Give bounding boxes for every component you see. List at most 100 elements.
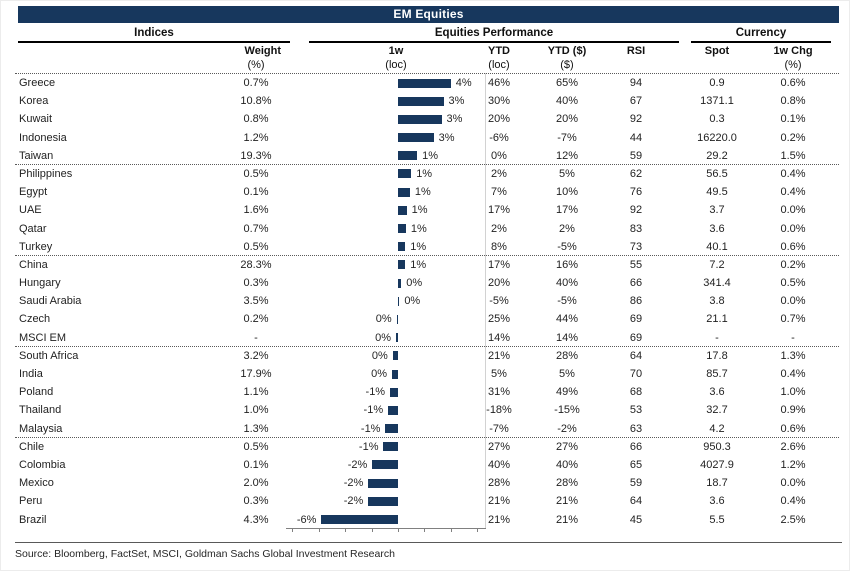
column-subheader-1w-loc: (loc) bbox=[385, 59, 407, 71]
row-ytd-usd-value: 5% bbox=[559, 167, 575, 180]
row-country-name: Philippines bbox=[19, 167, 73, 180]
1w-bar bbox=[398, 205, 407, 215]
1w-bar-label: 0% bbox=[404, 295, 421, 308]
row-weight-value: 0.1% bbox=[243, 186, 269, 199]
table-row: China 28.3% 1% 17% 16% 55 7.2 0.2% bbox=[15, 256, 839, 274]
1w-bar-cell: -1% bbox=[286, 383, 485, 401]
row-weight-value: 0.1% bbox=[243, 458, 269, 471]
1w-bar-cell: -2% bbox=[286, 474, 485, 492]
row-spot-value: 3.8 bbox=[709, 295, 725, 308]
row-ytd-loc-value: 20% bbox=[487, 113, 511, 126]
1w-bar-label: 0% bbox=[371, 368, 388, 380]
row-ytd-usd-value: -2% bbox=[557, 422, 577, 435]
row-ytd-usd-value: 2% bbox=[559, 222, 575, 235]
row-rsi-value: 69 bbox=[629, 331, 643, 344]
1w-bar-cell: 0% bbox=[286, 347, 485, 365]
1w-bar-cell: 1% bbox=[286, 256, 485, 274]
row-ytd-usd-value: 5% bbox=[559, 368, 575, 380]
1w-bar-cell: -2% bbox=[286, 492, 485, 510]
row-country-name: Korea bbox=[19, 95, 49, 108]
row-weight-value: 0.3% bbox=[243, 495, 269, 508]
row-ytd-loc-value: 7% bbox=[491, 186, 507, 199]
row-1w-chg-value: 0.9% bbox=[780, 404, 806, 417]
row-rsi-value: 68 bbox=[629, 386, 643, 399]
table-row: Poland 1.1% -1% 31% 49% 68 3.6 1.0% bbox=[15, 383, 839, 401]
table-row: MSCI EM - 0% 14% 14% 69 - - bbox=[15, 329, 839, 348]
table-row: Czech 0.2% 0% 25% 44% 69 21.1 0.7% bbox=[15, 310, 839, 328]
1w-bar bbox=[398, 242, 406, 252]
source-note: Source: Bloomberg, FactSet, MSCI, Goldma… bbox=[15, 548, 395, 560]
group-header-indices: Indices bbox=[134, 27, 174, 39]
row-ytd-loc-value: -7% bbox=[489, 422, 509, 435]
row-1w-chg-value: 0.4% bbox=[780, 167, 806, 180]
row-1w-chg-value: 0.7% bbox=[780, 313, 806, 326]
row-ytd-usd-value: -15% bbox=[554, 404, 580, 417]
1w-bar bbox=[383, 442, 398, 452]
row-spot-value: - bbox=[715, 331, 719, 344]
row-spot-value: 49.5 bbox=[706, 186, 728, 199]
row-rsi-value: 86 bbox=[629, 295, 643, 308]
1w-bar-cell: 1% bbox=[286, 220, 485, 238]
table-row: Indonesia 1.2% 3% -6% -7% 44 16220.0 0.2% bbox=[15, 129, 839, 147]
table-row: South Africa 3.2% 0% 21% 28% 64 17.8 1.3% bbox=[15, 347, 839, 365]
row-rsi-value: 63 bbox=[629, 422, 643, 435]
row-country-name: India bbox=[19, 368, 43, 380]
1w-bar-label: -1% bbox=[358, 440, 379, 453]
table-row: Brazil 4.3% -6% 21% 21% 45 5.5 2.5% bbox=[15, 511, 839, 529]
row-ytd-loc-value: 46% bbox=[487, 77, 511, 89]
row-weight-value: 0.7% bbox=[243, 222, 269, 235]
row-spot-value: 0.9 bbox=[709, 77, 725, 89]
row-weight-value: 1.3% bbox=[243, 422, 269, 435]
row-ytd-usd-value: 28% bbox=[555, 349, 579, 362]
axis-tick bbox=[450, 528, 452, 532]
row-rsi-value: 66 bbox=[629, 277, 643, 290]
1w-bar-cell: 3% bbox=[286, 129, 485, 147]
row-1w-chg-value: 0.6% bbox=[780, 77, 806, 89]
row-1w-chg-value: 0.6% bbox=[780, 422, 806, 435]
row-rsi-value: 64 bbox=[629, 349, 643, 362]
row-country-name: Indonesia bbox=[19, 131, 67, 144]
row-spot-value: 4027.9 bbox=[700, 458, 734, 471]
table-row: Saudi Arabia 3.5% 0% -5% -5% 86 3.8 0.0% bbox=[15, 292, 839, 310]
row-rsi-value: 65 bbox=[629, 458, 643, 471]
row-rsi-value: 45 bbox=[629, 513, 643, 526]
row-ytd-loc-value: 21% bbox=[487, 495, 511, 508]
row-spot-value: 950.3 bbox=[703, 440, 731, 453]
row-ytd-loc-value: 8% bbox=[491, 240, 507, 253]
table-row: Philippines 0.5% 1% 2% 5% 62 56.5 0.4% bbox=[15, 165, 839, 183]
1w-bar-label: 1% bbox=[410, 258, 427, 271]
1w-bar-cell: 0% bbox=[286, 329, 485, 347]
row-spot-value: 3.6 bbox=[709, 495, 725, 508]
row-spot-value: 21.1 bbox=[706, 313, 728, 326]
row-ytd-loc-value: 5% bbox=[491, 368, 507, 380]
row-ytd-loc-value: 21% bbox=[487, 513, 511, 526]
row-country-name: MSCI EM bbox=[19, 331, 67, 344]
row-spot-value: 3.7 bbox=[709, 204, 725, 217]
row-country-name: South Africa bbox=[19, 349, 79, 362]
row-rsi-value: 59 bbox=[629, 477, 643, 490]
row-spot-value: 32.7 bbox=[706, 404, 728, 417]
row-weight-value: 3.2% bbox=[243, 349, 269, 362]
row-ytd-loc-value: 30% bbox=[487, 95, 511, 108]
column-header-1w-chg: 1w Chg bbox=[773, 45, 813, 57]
row-rsi-value: 92 bbox=[629, 113, 643, 126]
row-1w-chg-value: 1.5% bbox=[780, 149, 806, 162]
row-country-name: Poland bbox=[19, 386, 54, 399]
row-ytd-usd-value: 20% bbox=[555, 113, 579, 126]
row-1w-chg-value: 1.3% bbox=[780, 349, 806, 362]
row-rsi-value: 53 bbox=[629, 404, 643, 417]
table-row: Colombia 0.1% -2% 40% 40% 65 4027.9 1.2% bbox=[15, 456, 839, 474]
row-spot-value: 5.5 bbox=[709, 513, 725, 526]
row-rsi-value: 55 bbox=[629, 258, 643, 271]
row-ytd-loc-value: -5% bbox=[489, 295, 509, 308]
row-ytd-loc-value: 14% bbox=[487, 331, 511, 344]
row-ytd-loc-value: 17% bbox=[487, 258, 511, 271]
row-spot-value: 1371.1 bbox=[700, 95, 734, 108]
table-row: Thailand 1.0% -1% -18% -15% 53 32.7 0.9% bbox=[15, 401, 839, 419]
row-country-name: Chile bbox=[19, 440, 45, 453]
row-weight-value: 1.6% bbox=[243, 204, 269, 217]
row-spot-value: 0.3 bbox=[709, 113, 725, 126]
table-row: Kuwait 0.8% 3% 20% 20% 92 0.3 0.1% bbox=[15, 110, 839, 128]
1w-bar-cell: -1% bbox=[286, 438, 485, 456]
row-1w-chg-value: 2.5% bbox=[780, 513, 806, 526]
